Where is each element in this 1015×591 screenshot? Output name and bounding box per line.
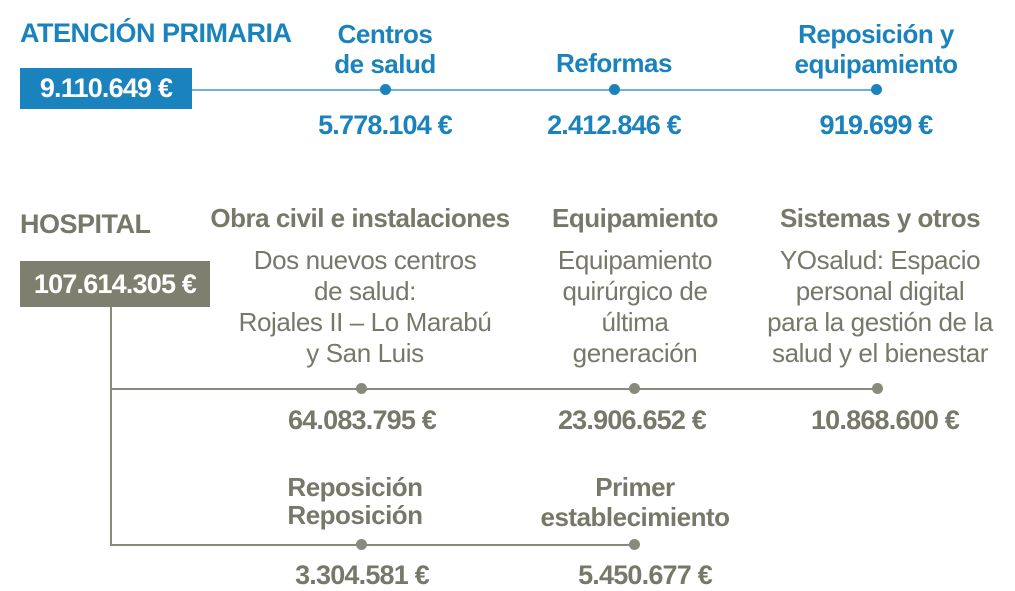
hospital-amount-reposicion: 3.304.581 € — [295, 560, 430, 590]
primaria-title: ATENCIÓN PRIMARIA — [20, 18, 292, 48]
primaria-amount-centros: 5.778.104 € — [318, 110, 453, 140]
hospital-item-sistemas-desc: YOsalud: Espacio personal digital para l… — [767, 245, 993, 368]
hospital-amount-primer: 5.450.677 € — [578, 560, 713, 590]
hospital-vertical-connector — [110, 307, 112, 545]
primaria-total-box: 9.110.649 € — [20, 68, 192, 109]
hospital-dot-sistemas — [872, 383, 883, 394]
primaria-amount-reformas: 2.412.846 € — [547, 110, 682, 140]
primaria-item-reposicion-head: Reposición y equipamiento — [794, 19, 958, 79]
hospital-dot-primer — [629, 539, 640, 550]
hospital-total-box: 107.614.305 € — [20, 261, 210, 307]
hospital-dot-obra — [356, 383, 367, 394]
hospital-row1-line — [110, 388, 878, 390]
primaria-dot-reposicion — [871, 84, 882, 95]
primaria-dot-reformas — [609, 84, 620, 95]
hospital-amount-obra: 64.083.795 € — [287, 405, 437, 435]
hospital-item-obra-desc: Dos nuevos centros de salud: Rojales II … — [238, 245, 492, 368]
hospital-row2-line — [110, 544, 635, 546]
primaria-item-centros-head: Centros de salud — [334, 19, 436, 79]
primaria-amount-reposicion: 919.699 € — [819, 110, 934, 140]
hospital-dot-equipamiento — [629, 383, 640, 394]
primaria-item-reformas-head: Reformas — [556, 48, 672, 78]
hospital-item-sistemas-head: Sistemas y otros — [779, 203, 981, 233]
primaria-dot-centros — [380, 84, 391, 95]
hospital-dot-reposicion — [356, 539, 367, 550]
hospital-item-reposicion-head: Reposición Reposición — [287, 472, 423, 530]
hospital-amount-sistemas: 10.868.600 € — [810, 405, 960, 435]
primaria-connector-line — [192, 89, 877, 91]
hospital-item-obra-head: Obra civil e instalaciones — [210, 203, 510, 233]
hospital-title: HOSPITAL — [20, 209, 151, 239]
hospital-item-equipamiento-head: Equipamiento — [552, 203, 718, 233]
hospital-item-primer-head: Primer establecimiento — [540, 472, 730, 532]
hospital-item-equipamiento-desc: Equipamiento quirúrgico de última genera… — [557, 245, 713, 368]
hospital-amount-equipamiento: 23.906.652 € — [557, 405, 707, 435]
